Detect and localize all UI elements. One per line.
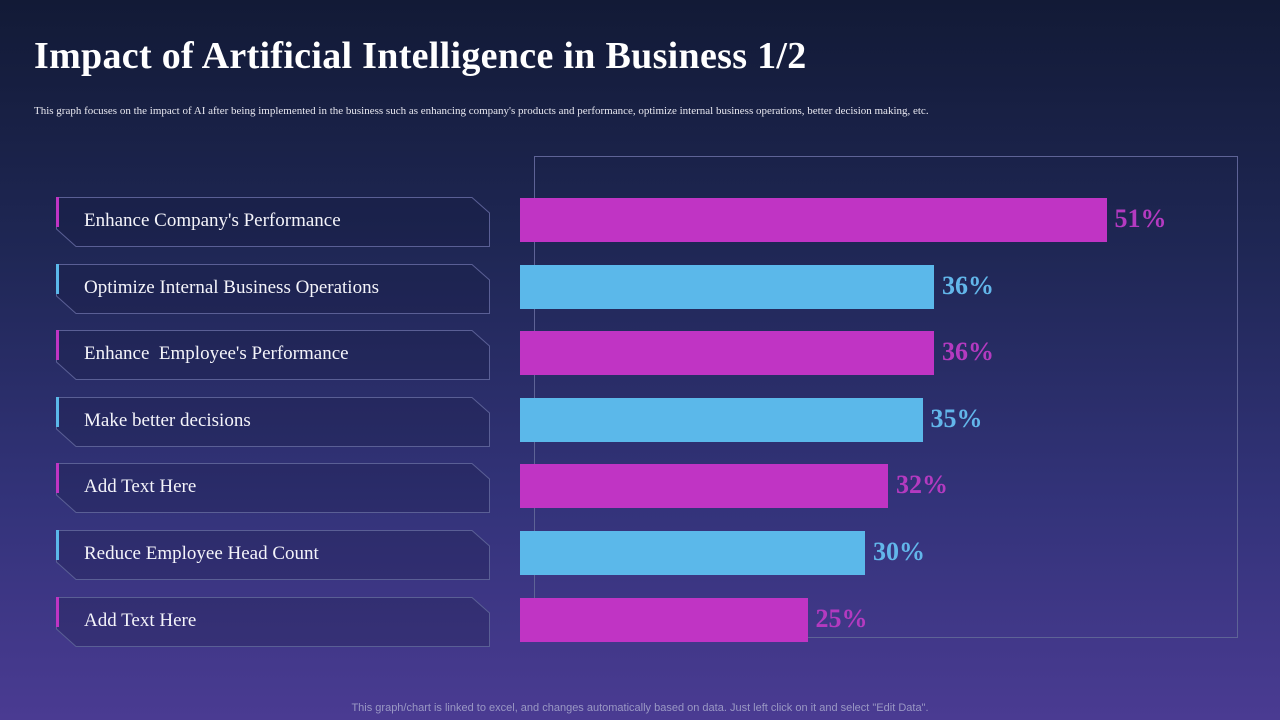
page-title: Impact of Artificial Intelligence in Bus… <box>34 35 807 77</box>
category-label-box: Add Text Here <box>56 463 490 513</box>
footer-note: This graph/chart is linked to excel, and… <box>351 702 929 714</box>
category-label: Reduce Employee Head Count <box>84 543 319 564</box>
label-frame <box>56 597 490 647</box>
label-frame <box>56 530 490 580</box>
category-label: Enhance Company's Performance <box>84 210 341 231</box>
accent-marker <box>56 197 59 227</box>
label-frame <box>56 330 490 380</box>
bar <box>520 265 934 309</box>
data-label: 36% <box>942 337 994 366</box>
data-label: 25% <box>815 604 868 633</box>
category-label-box: Make better decisions <box>56 397 490 447</box>
data-label: 51% <box>1114 204 1167 233</box>
bar <box>520 331 934 375</box>
accent-marker <box>56 530 59 560</box>
accent-marker <box>56 597 59 627</box>
category-label: Add Text Here <box>84 610 197 631</box>
page-subtitle: This graph focuses on the impact of AI a… <box>34 105 929 117</box>
data-label: 36% <box>942 271 994 300</box>
chart-frame <box>534 156 1238 638</box>
accent-marker <box>56 330 59 360</box>
category-label-box: Enhance Employee's Performance <box>56 330 490 380</box>
bar <box>520 598 808 642</box>
category-label: Enhance Employee's Performance <box>84 343 349 364</box>
category-label-box: Reduce Employee Head Count <box>56 530 490 580</box>
accent-marker <box>56 264 59 294</box>
data-label: 30% <box>873 537 925 566</box>
label-frame <box>56 197 490 247</box>
data-label: 32% <box>896 470 948 499</box>
category-label: Optimize Internal Business Operations <box>84 277 379 298</box>
accent-marker <box>56 397 59 427</box>
accent-marker <box>56 463 59 493</box>
bar <box>520 398 923 442</box>
label-frame <box>56 463 490 513</box>
data-label: 35% <box>930 404 983 433</box>
label-frame <box>56 264 490 314</box>
bar <box>520 198 1107 242</box>
category-label: Make better decisions <box>84 410 251 431</box>
label-frame <box>56 397 490 447</box>
bar <box>520 531 865 575</box>
category-label-box: Optimize Internal Business Operations <box>56 264 490 314</box>
bar <box>520 464 888 508</box>
category-label-box: Enhance Company's Performance <box>56 197 490 247</box>
category-label: Add Text Here <box>84 476 197 497</box>
category-label-box: Add Text Here <box>56 597 490 647</box>
